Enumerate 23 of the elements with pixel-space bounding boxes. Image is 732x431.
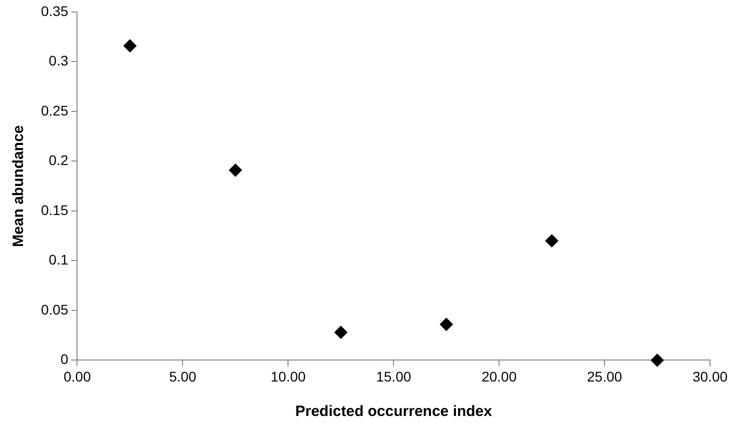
y-tick-label: 0.25 bbox=[41, 102, 68, 118]
x-tick-label: 10.00 bbox=[270, 368, 306, 384]
x-tick-label: 5.00 bbox=[169, 368, 197, 384]
point bbox=[334, 326, 348, 339]
point bbox=[440, 318, 453, 331]
y-tick-label: 0.1 bbox=[48, 252, 68, 268]
point bbox=[228, 164, 242, 177]
y-tick-label: 0.05 bbox=[41, 301, 68, 318]
point bbox=[545, 234, 558, 248]
x-axis-title: Predicted occurrence index bbox=[295, 403, 493, 420]
y-tick-label: 0.2 bbox=[48, 152, 68, 168]
x-tick-label: 15.00 bbox=[376, 368, 412, 384]
point bbox=[123, 39, 136, 52]
x-tick-label: 30.00 bbox=[692, 368, 728, 384]
y-tick-label: 0 bbox=[60, 351, 68, 368]
y-tick-label: 0.15 bbox=[41, 202, 68, 218]
y-tick-label: 0.3 bbox=[48, 52, 68, 69]
point bbox=[650, 354, 664, 367]
y-axis-title: Mean abundance bbox=[10, 125, 28, 247]
x-tick-label: 0.00 bbox=[64, 368, 92, 384]
x-tick-label: 20.00 bbox=[482, 368, 517, 384]
x-tick-label: 25.00 bbox=[587, 368, 622, 384]
y-tick-label: 0.35 bbox=[41, 2, 68, 19]
